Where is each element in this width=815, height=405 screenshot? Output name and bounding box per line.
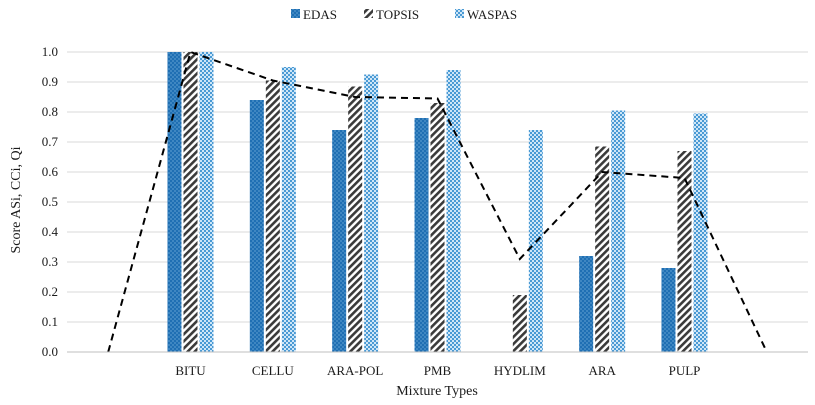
y-tick-label: 0.4 [42, 224, 59, 239]
x-tick-label: ARA-POL [327, 363, 383, 378]
legend-label-topsis: TOPSIS [376, 7, 419, 22]
trendline [107, 50, 768, 353]
bar-topsis-bitu [183, 52, 198, 352]
y-tick-label: 0.9 [42, 74, 58, 89]
legend-swatch-topsis [364, 9, 373, 18]
bar-edas-cellu [249, 100, 264, 352]
bar-waspas-cellu [281, 67, 296, 352]
bar-waspas-pulp [693, 113, 708, 352]
bar-waspas-bitu [199, 52, 214, 352]
legend-label-edas: EDAS [303, 7, 337, 22]
y-tick-label: 0.3 [42, 254, 58, 269]
bar-topsis-hydlim [512, 295, 527, 352]
x-tick-label: CELLU [252, 363, 294, 378]
legend: EDAS TOPSIS WASPAS [291, 7, 517, 22]
y-tick-label: 0.1 [42, 314, 58, 329]
y-tick-label: 0.2 [42, 284, 58, 299]
dashed-trendline [107, 50, 768, 353]
x-axis-title: Mixture Types [396, 384, 478, 399]
x-tick-label: BITU [175, 363, 206, 378]
bar-edas-ara-pol [332, 130, 347, 352]
y-tick-label: 0.6 [42, 164, 59, 179]
axes: 0.0 0.1 0.2 0.3 0.4 0.5 0.6 0.7 0.8 0.9 1.0 BITU CEL… [42, 44, 808, 378]
y-tick-label: 0.0 [42, 344, 58, 359]
bar-waspas-pmb [446, 70, 461, 352]
bar-edas-bitu [167, 52, 182, 352]
bar-topsis-cellu [265, 80, 280, 352]
x-tick-label: PMB [424, 363, 452, 378]
bar-edas-ara [579, 256, 594, 352]
x-tick-label: ARA [588, 363, 616, 378]
bar-edas-pulp [661, 268, 676, 352]
bar-topsis-pmb [430, 103, 445, 352]
bar-edas-pmb [414, 118, 429, 352]
bar-topsis-ara-pol [348, 86, 363, 352]
y-tick-label: 1.0 [42, 44, 58, 59]
bar-topsis-pulp [677, 151, 692, 352]
x-tick-label: PULP [669, 363, 701, 378]
x-tick-label: HYDLIM [494, 363, 546, 378]
y-tick-label: 0.5 [42, 194, 58, 209]
bar-topsis-ara [595, 146, 610, 352]
y-tick-label: 0.7 [42, 134, 59, 149]
bar-waspas-ara-pol [364, 74, 379, 352]
bar-waspas-ara [611, 110, 626, 352]
y-tick-label: 0.8 [42, 104, 58, 119]
legend-label-waspas: WASPAS [467, 7, 517, 22]
legend-swatch-waspas [455, 9, 464, 18]
legend-swatch-edas [291, 9, 300, 18]
y-axis-title: Score ASi, CCi, Qi [9, 146, 24, 253]
bars [167, 52, 708, 352]
